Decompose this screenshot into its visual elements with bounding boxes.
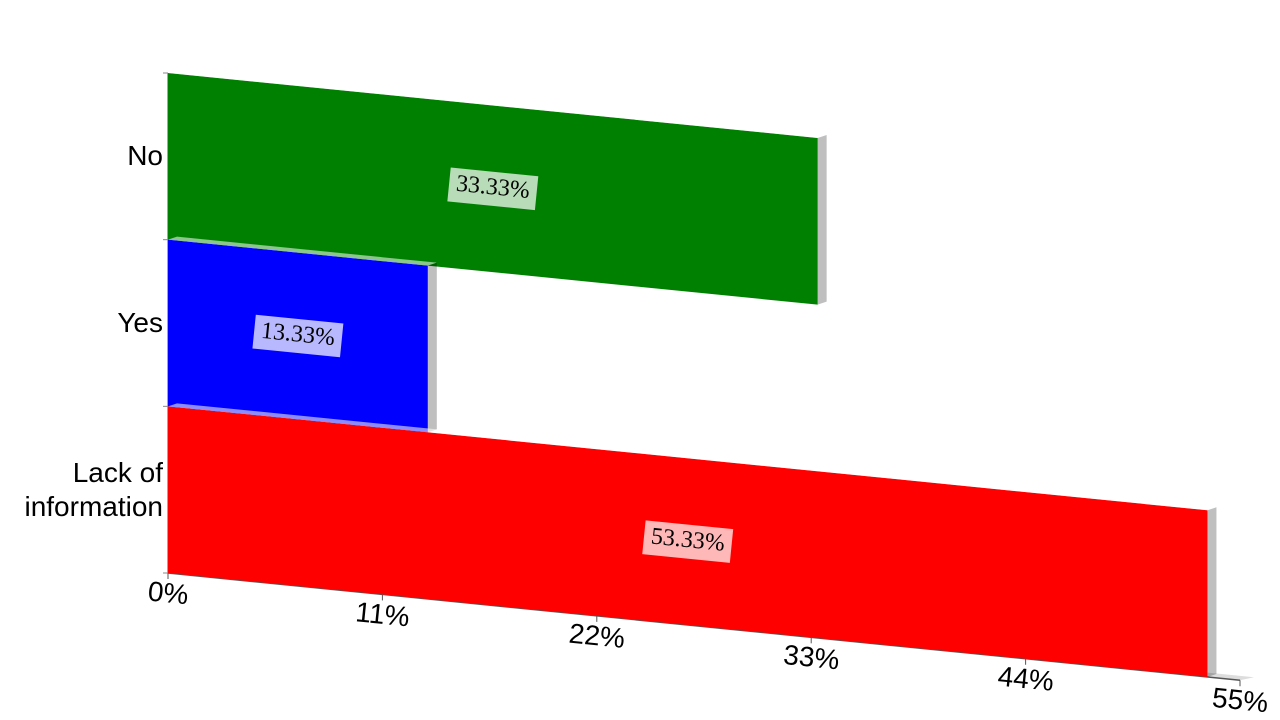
value-label-box xyxy=(642,520,734,563)
bar-top xyxy=(168,70,827,138)
x-tick-label: 55% xyxy=(1211,682,1270,718)
x-tick-label: 11% xyxy=(354,596,411,632)
x-tick-label: 33% xyxy=(782,639,841,675)
x-tick-label: 0% xyxy=(147,575,190,610)
y-tick-label-box: Lack of information xyxy=(24,456,163,522)
y-tick-label-box: No xyxy=(127,140,163,172)
value-label-group: 13.33% xyxy=(252,314,344,358)
value-label-box xyxy=(252,314,344,358)
bar-side xyxy=(1207,507,1217,677)
x-tick-label: 44% xyxy=(996,660,1055,696)
value-label-box xyxy=(447,167,539,211)
bar-top xyxy=(168,403,1217,511)
bar-side xyxy=(817,134,827,305)
y-tick-label-box: Yes xyxy=(117,307,163,338)
value-label-group: 33.33% xyxy=(447,167,539,211)
x-tick-label: 22% xyxy=(568,618,627,654)
y-tick-label: Yes xyxy=(117,307,163,338)
bar-top xyxy=(168,236,437,266)
bar-side xyxy=(427,262,437,433)
value-label-group: 53.33% xyxy=(642,520,734,563)
y-tick-label: No xyxy=(127,140,163,172)
y-tick-label: Lack of information xyxy=(24,456,163,522)
